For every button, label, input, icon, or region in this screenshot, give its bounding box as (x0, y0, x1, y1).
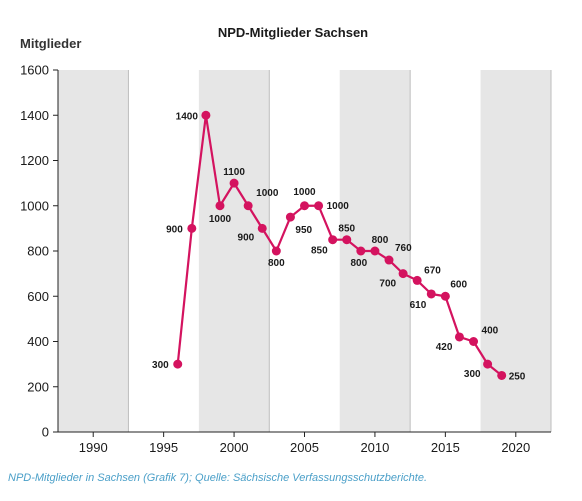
data-label: 300 (152, 360, 169, 371)
data-point (285, 212, 295, 222)
data-point (215, 201, 225, 211)
data-label: 600 (450, 279, 467, 290)
data-label: 950 (295, 225, 312, 236)
data-point (384, 255, 394, 265)
data-label: 1000 (327, 201, 350, 212)
chart-caption: NPD-Mitglieder in Sachsen (Grafik 7); Qu… (8, 472, 427, 484)
data-point (426, 289, 436, 299)
data-label: 420 (436, 342, 453, 353)
data-label: 800 (372, 235, 389, 246)
data-point (440, 291, 450, 301)
data-label: 800 (350, 258, 367, 269)
axes: 0 200 400 600 800 1000 1200 1400 1600 1990 1995 200… (20, 63, 551, 455)
data-label: 900 (238, 232, 255, 243)
y-tick-label: 400 (27, 334, 49, 349)
data-point (412, 275, 422, 285)
x-tick-label: 2005 (290, 440, 319, 455)
shaded-bands (58, 70, 552, 432)
data-point (257, 223, 267, 233)
data-point (370, 246, 380, 256)
data-label: 800 (268, 258, 285, 269)
data-labels: 300 900 1400 1000 1100 1000 900 800 950 1000 1000 8… (152, 111, 526, 382)
data-point (497, 370, 507, 380)
shaded-band (198, 70, 270, 432)
data-label: 250 (509, 371, 526, 382)
data-point (469, 337, 479, 346)
chart-title: NPD-Mitglieder Sachsen (218, 25, 368, 40)
data-point (271, 246, 281, 256)
data-label: 300 (464, 369, 481, 380)
data-point (187, 223, 197, 233)
y-tick-label: 1000 (20, 198, 49, 213)
data-label: 400 (482, 326, 499, 337)
data-label: 760 (395, 243, 412, 254)
y-tick-label: 0 (42, 425, 49, 440)
data-point (356, 246, 366, 256)
data-point (229, 178, 239, 188)
x-tick-label: 1995 (149, 440, 178, 455)
data-label: 900 (166, 224, 183, 235)
data-label: 700 (379, 279, 396, 290)
data-point (314, 201, 324, 211)
data-points (173, 110, 507, 380)
y-tick-label: 1200 (20, 153, 49, 168)
x-tick-label: 2020 (501, 440, 530, 455)
y-tick-label: 1600 (20, 63, 49, 78)
x-tick-label: 2000 (220, 440, 249, 455)
data-label: 670 (424, 265, 441, 276)
data-point (328, 235, 338, 245)
line-chart: 0 200 400 600 800 1000 1200 1400 1600 1990 1995 200… (20, 25, 552, 455)
data-label: 1000 (293, 187, 316, 198)
y-tick-label: 1400 (20, 108, 49, 123)
y-tick-label: 200 (27, 379, 49, 394)
data-point (454, 332, 464, 342)
data-point (243, 201, 253, 211)
x-tick-label: 1990 (79, 440, 108, 455)
data-point (201, 110, 211, 120)
data-point (173, 359, 183, 369)
data-label: 610 (410, 300, 427, 311)
data-label: 850 (338, 224, 355, 235)
data-point (300, 201, 309, 211)
shaded-band (58, 70, 129, 432)
data-label: 850 (311, 246, 328, 257)
data-point (483, 359, 493, 369)
shaded-band (480, 70, 551, 432)
x-tick-label: 2015 (431, 440, 460, 455)
data-point (342, 235, 352, 245)
y-tick-label: 600 (27, 289, 49, 304)
y-axis-label: Mitglieder (20, 36, 81, 51)
data-label: 1100 (223, 167, 245, 178)
x-tick-label: 2010 (360, 440, 389, 455)
data-point (398, 269, 408, 279)
data-label: 1400 (176, 111, 199, 122)
data-label: 1000 (209, 214, 232, 225)
data-label: 1000 (256, 188, 279, 199)
y-tick-label: 800 (27, 244, 49, 259)
